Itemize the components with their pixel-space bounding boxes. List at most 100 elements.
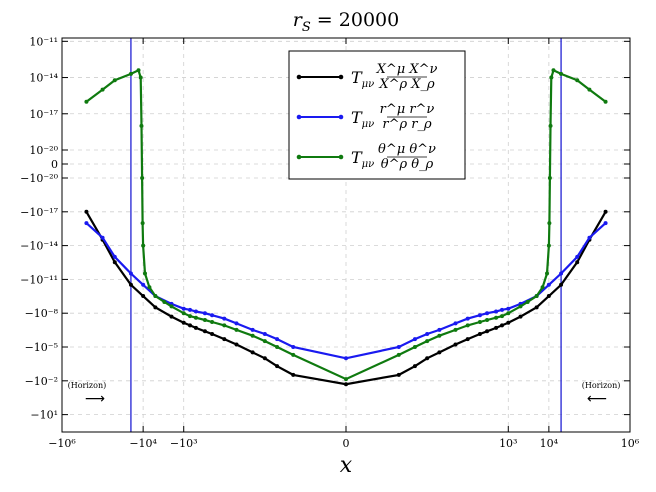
series-0-point: [222, 337, 227, 342]
y-tick-label: −10⁻¹⁷: [20, 206, 58, 219]
series-1-point: [250, 327, 255, 332]
series-0-point: [412, 364, 417, 369]
series-2-point: [141, 243, 146, 248]
series-2-point: [545, 271, 550, 276]
series-2-point: [262, 339, 267, 344]
series-1-point: [193, 309, 198, 314]
series-1-point: [559, 271, 564, 276]
series-2-point: [147, 285, 152, 290]
series-1-point: [587, 235, 592, 240]
series-0-point: [559, 282, 564, 287]
x-tick-label: 10⁶: [621, 437, 640, 450]
legend-swatch-point: [338, 154, 344, 160]
series-1-point: [412, 337, 417, 342]
x-tick-label: 10³: [499, 437, 517, 450]
series-1-point: [500, 307, 505, 312]
title-sub: S: [302, 20, 311, 35]
horizon-layer: [130, 38, 562, 432]
series-2-point: [128, 71, 133, 76]
series-2-point: [100, 87, 105, 92]
series-0-point: [141, 294, 146, 299]
series-0-point: [494, 325, 499, 330]
series-1-point: [506, 306, 511, 311]
series-0-point: [500, 323, 505, 328]
series-2-point: [181, 311, 186, 316]
series-0-point: [518, 314, 523, 319]
series-1-point: [222, 316, 227, 321]
legend-entry-label: Tμν: [351, 148, 374, 170]
series-1-point: [575, 254, 580, 259]
series-1-point: [494, 309, 499, 314]
series-0-point: [181, 320, 186, 325]
series-0-point: [575, 260, 580, 265]
series-2-point: [525, 299, 530, 304]
series-2-point: [453, 327, 458, 332]
series-0-point: [396, 372, 401, 377]
legend-fraction-denominator: X^ρ X_ρ: [378, 77, 435, 92]
series-1-point: [485, 311, 490, 316]
series-2-point: [587, 87, 592, 92]
legend-fraction-numerator: r^μ r^ν: [380, 102, 435, 117]
series-2-point: [425, 339, 430, 344]
series-2-point: [169, 304, 174, 309]
series-1-point: [546, 282, 551, 287]
series-1-point: [128, 271, 133, 276]
y-tick-label: −10⁻⁵: [25, 341, 58, 354]
series-1-point: [112, 254, 117, 259]
legend-swatch-point: [338, 74, 344, 80]
series-0-point: [128, 282, 133, 287]
x-tick-label: 10⁴: [540, 437, 559, 450]
series-2-point: [222, 323, 227, 328]
series-2-point: [275, 345, 280, 350]
series-1-point: [453, 321, 458, 326]
series-2-point: [139, 123, 144, 128]
series-1-point: [187, 307, 192, 312]
series-0-point: [234, 342, 239, 347]
series-0-point: [344, 382, 348, 387]
series-0-point: [210, 332, 215, 337]
series-0-point: [534, 305, 539, 310]
series-2-point: [546, 243, 551, 248]
series-0-point: [506, 320, 511, 325]
series-1-point: [141, 282, 146, 287]
series-0-point: [187, 323, 192, 328]
series-1-point: [181, 306, 186, 311]
series-1-point: [100, 235, 105, 240]
y-tick-label: 10⁻²⁰: [29, 144, 58, 157]
arrow-right-icon: ⟶: [85, 391, 105, 407]
series-2-point: [547, 176, 552, 180]
series-0-point: [262, 356, 267, 361]
series-2-point: [162, 299, 167, 304]
y-tick-label: 10⁻¹⁴: [29, 72, 58, 85]
series-2-point: [153, 294, 158, 299]
y-tick-label: −10⁻¹⁴: [20, 240, 58, 253]
series-2-point: [549, 75, 554, 80]
series-2-point: [548, 123, 553, 128]
series-2-point: [494, 315, 499, 320]
series-2-point: [187, 314, 192, 319]
series-2-point: [291, 352, 296, 357]
legend-swatch-point: [296, 74, 302, 80]
series-2-point: [437, 333, 442, 338]
series-1-point: [477, 313, 482, 318]
series-2-point: [112, 78, 117, 83]
series-0-point: [169, 314, 174, 319]
series-0-point: [153, 305, 158, 310]
series-1-point: [210, 313, 215, 318]
legend-entry-label: Tμν: [351, 108, 374, 130]
legend-entry-label: Tμν: [351, 68, 374, 90]
series-2-point: [518, 304, 523, 309]
series-2-point: [603, 99, 608, 104]
horizon-label-right: (Horizon): [582, 381, 621, 390]
series-1-point: [344, 356, 348, 361]
series-2-point: [140, 176, 145, 180]
y-tick-label: −10⁻²⁰: [20, 172, 58, 185]
series-1-point: [202, 311, 207, 316]
series-0-point: [112, 260, 117, 265]
series-0-point: [603, 209, 608, 214]
series-2-point: [534, 294, 539, 299]
legend-fraction-denominator: r^ρ r_ρ: [382, 117, 432, 132]
series-0-point: [477, 332, 482, 337]
legend-swatch-point: [296, 114, 302, 120]
x-tick-label: −10⁴: [129, 437, 157, 450]
